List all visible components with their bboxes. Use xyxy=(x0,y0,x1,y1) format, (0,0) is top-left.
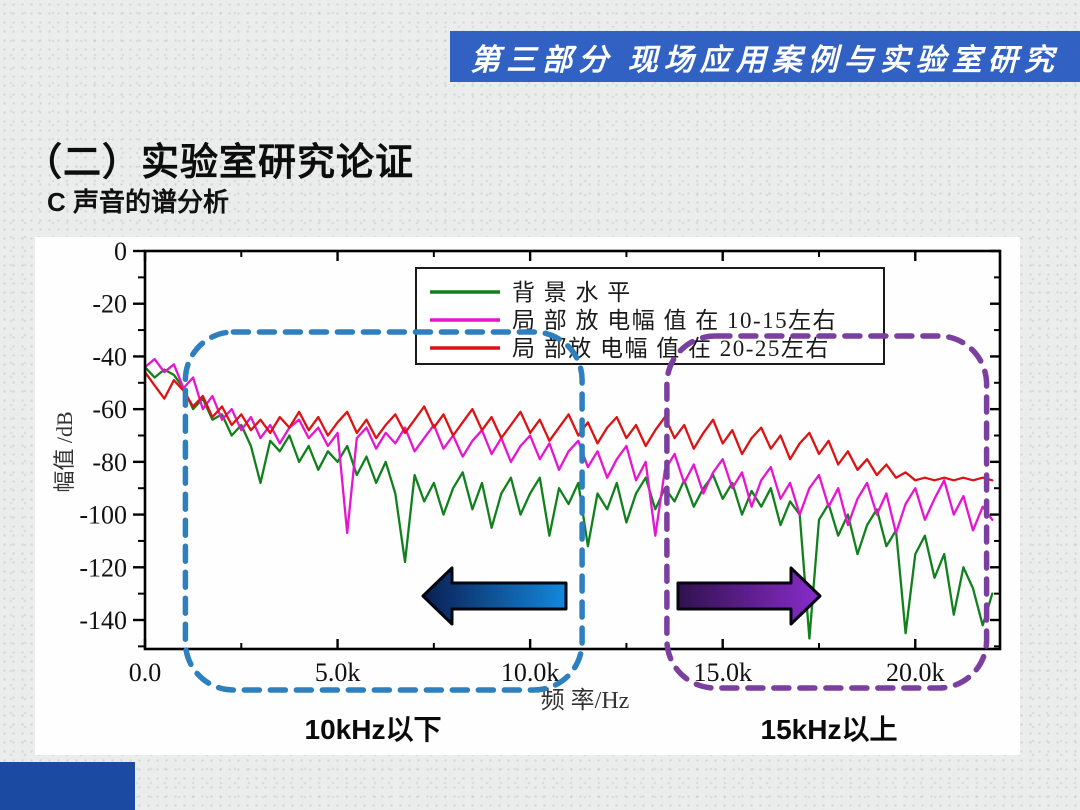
header-banner: 第三部分 现场应用案例与实验室研究 xyxy=(450,31,1080,82)
decorative-corner-block xyxy=(0,762,135,810)
page-title: （二）实验室研究论证 xyxy=(24,142,415,184)
region-label-below-10khz: 10kHz以下 xyxy=(304,714,442,745)
chart-panel xyxy=(35,237,1020,755)
banner-title: 第三部分 现场应用案例与实验室研究 xyxy=(470,43,1060,77)
region-label-above-15khz: 15kHz以上 xyxy=(760,714,898,745)
page-subtitle: C 声音的谱分析 xyxy=(47,187,230,217)
